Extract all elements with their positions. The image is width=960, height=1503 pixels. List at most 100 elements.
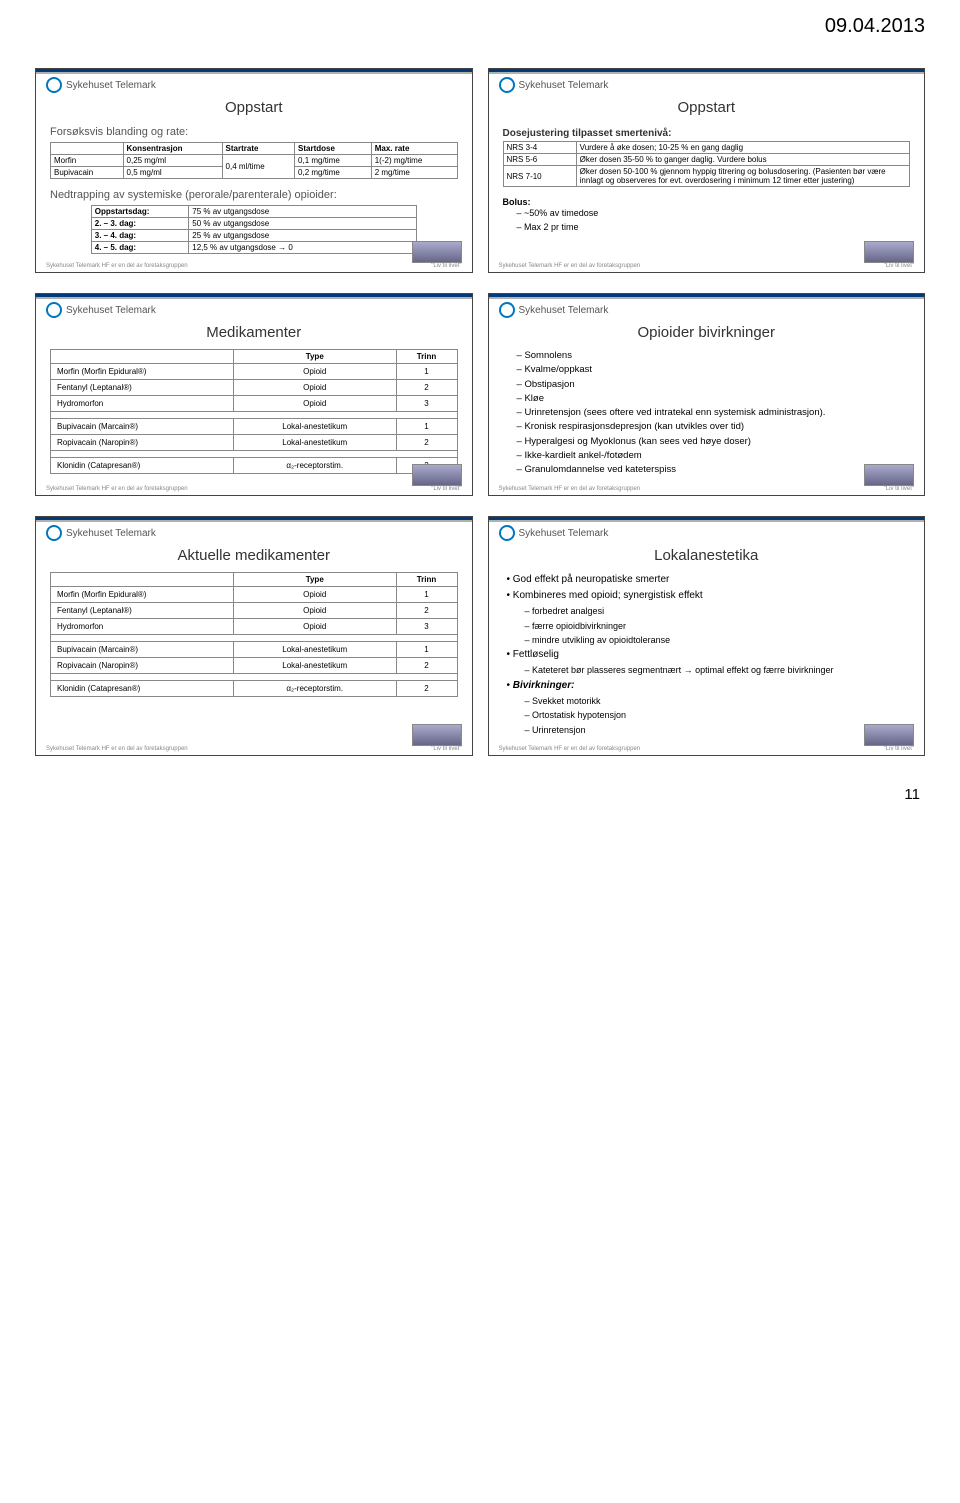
td: Klonidin (Catapresan®) [51,681,234,697]
td: Oppstartsdag: [91,206,189,218]
med-table: TypeTrinn Morfin (Morfin Epidural®)Opioi… [50,349,458,474]
td: NRS 5-6 [503,154,576,166]
td: Opioid [233,619,396,635]
footer-left: Sykehuset Telemark HF er en del av foret… [499,746,641,752]
label: Kombineres med opioid; synergistisk effe… [513,590,703,601]
footer-left: Sykehuset Telemark HF er en del av foret… [499,263,641,269]
footer-right: "Liv til livet" [431,486,461,492]
slide-title: Medikamenter [36,324,472,341]
td: Ropivacain (Naropin®) [51,658,234,674]
label: Bivirkninger: [513,680,575,691]
td: Bupivacain (Marcain®) [51,642,234,658]
slide-oppstart-1: Sykehuset Telemark Oppstart Forsøksvis b… [35,68,473,273]
td: 2 [396,658,457,674]
td: Morfin [51,155,124,167]
td: 1 [396,642,457,658]
td: Opioid [233,587,396,603]
td: 0,1 mg/time [295,155,372,167]
footer-right: "Liv til livet" [884,263,914,269]
sub-item: færre opioidbivirkninger [525,619,911,633]
td: Lokal-anestetikum [233,658,396,674]
td: Opioid [233,396,396,412]
td: 2 mg/time [371,167,457,179]
footer-image [864,724,914,746]
th: Type [233,350,396,364]
page-date: 09.04.2013 [0,0,960,43]
td: Hydromorfon [51,619,234,635]
td: Lokal-anestetikum [233,642,396,658]
td: Morfin (Morfin Epidural®) [51,364,234,380]
td: 0,2 mg/time [295,167,372,179]
list-item: Kombineres med opioid; synergistisk effe… [507,588,911,647]
th: Type [233,573,396,587]
td: 3 [396,396,457,412]
td: Opioid [233,364,396,380]
slide-title: Aktuelle medikamenter [36,547,472,564]
sub-item: Ortostatisk hypotensjon [525,708,911,722]
slide-title: Opioider bivirkninger [489,324,925,341]
slide-title: Oppstart [36,99,472,116]
td: Fentanyl (Leptanal®) [51,603,234,619]
td: Fentanyl (Leptanal®) [51,380,234,396]
td: Ropivacain (Naropin®) [51,435,234,451]
list-item: Kronisk respirasjonsdepresjon (kan utvik… [517,420,911,434]
sub-item: forbedret analgesi [525,604,911,618]
td: Opioid [233,603,396,619]
th: Startdose [295,143,372,155]
list-item: ~50% av timedose [517,207,911,221]
slide-aktuelle-medikamenter: Sykehuset Telemark Aktuelle medikamenter… [35,516,473,756]
subheading: Nedtrapping av systemiske (perorale/pare… [50,187,458,205]
td: Bupivacain [51,167,124,179]
th: Trinn [396,350,457,364]
rate-table: Konsentrasjon Startrate Startdose Max. r… [50,142,458,179]
td: α₂-receptorstim. [233,681,396,697]
label: Fettløselig [513,649,559,660]
td: Hydromorfon [51,396,234,412]
logo-icon [46,525,62,541]
th: Startrate [222,143,294,155]
list-item: Kløe [517,392,911,406]
page-number: 11 [0,781,960,818]
td: 2 [396,380,457,396]
footer-right: "Liv til livet" [431,746,461,752]
th: Konsentrasjon [123,143,222,155]
td: Lokal-anestetikum [233,419,396,435]
footer-right: "Liv til livet" [884,486,914,492]
td: 2 [396,681,457,697]
th [51,143,124,155]
list-item: Max 2 pr time [517,221,911,235]
slide-title: Lokalanestetika [489,547,925,564]
med-table-2: TypeTrinn Morfin (Morfin Epidural®)Opioi… [50,572,458,697]
td: NRS 7-10 [503,166,576,187]
logo-icon [46,302,62,318]
logo-text: Sykehuset Telemark [519,305,609,316]
footer-image [412,724,462,746]
th: Max. rate [371,143,457,155]
footer-image [864,241,914,263]
logo-icon [499,525,515,541]
sub-item: Kateteret bør plasseres segmentnært → op… [525,663,911,677]
logo-text: Sykehuset Telemark [66,305,156,316]
footer-left: Sykehuset Telemark HF er en del av foret… [46,486,188,492]
td: 1 [396,587,457,603]
logo-icon [499,302,515,318]
logo-text: Sykehuset Telemark [66,80,156,91]
td: 50 % av utgangsdose [189,218,417,230]
slide-medikamenter: Sykehuset Telemark Medikamenter TypeTrin… [35,293,473,496]
td: Bupivacain (Marcain®) [51,419,234,435]
td: 1 [396,419,457,435]
slide-lokalanestetika: Sykehuset Telemark Lokalanestetika God e… [488,516,926,756]
subheading: Forsøksvis blanding og rate: [36,124,472,142]
td: NRS 3-4 [503,142,576,154]
td: Morfin (Morfin Epidural®) [51,587,234,603]
logo-text: Sykehuset Telemark [519,80,609,91]
td: 2. – 3. dag: [91,218,189,230]
logo-icon [46,77,62,93]
td: Øker dosen 50-100 % gjennom hyppig titre… [576,166,909,187]
td: Vurdere å øke dosen; 10-25 % en gang dag… [576,142,909,154]
td: 0,25 mg/ml [123,155,222,167]
list-item: Urinretensjon (sees oftere ved intrateka… [517,406,911,420]
slides-container: Sykehuset Telemark Oppstart Forsøksvis b… [0,43,960,781]
td: Øker dosen 35-50 % to ganger daglig. Vur… [576,154,909,166]
sub-item: mindre utvikling av opioidtoleranse [525,633,911,647]
